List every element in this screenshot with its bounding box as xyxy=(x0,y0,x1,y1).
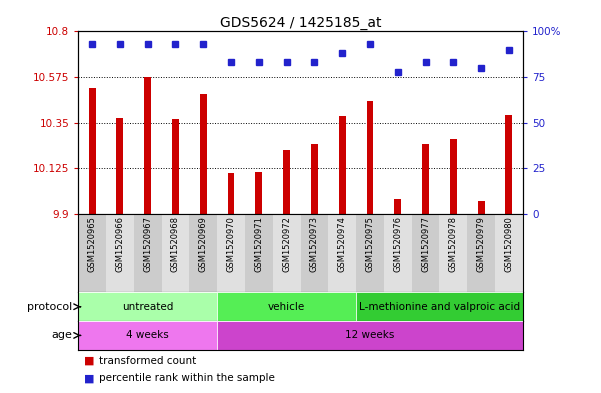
Bar xyxy=(162,214,189,292)
Text: GSM1520969: GSM1520969 xyxy=(199,216,208,272)
Bar xyxy=(273,214,300,292)
Text: ■: ■ xyxy=(84,373,94,383)
Text: GSM1520978: GSM1520978 xyxy=(449,216,458,272)
Text: GSM1520975: GSM1520975 xyxy=(365,216,374,272)
Text: GSM1520970: GSM1520970 xyxy=(227,216,236,272)
Bar xyxy=(217,321,523,350)
Text: vehicle: vehicle xyxy=(268,302,305,312)
Bar xyxy=(384,214,412,292)
Bar xyxy=(328,214,356,292)
Text: L-methionine and valproic acid: L-methionine and valproic acid xyxy=(359,302,520,312)
Bar xyxy=(106,214,134,292)
Title: GDS5624 / 1425185_at: GDS5624 / 1425185_at xyxy=(220,17,381,30)
Bar xyxy=(468,214,495,292)
Text: untreated: untreated xyxy=(122,302,173,312)
Bar xyxy=(88,88,96,214)
Text: GSM1520971: GSM1520971 xyxy=(254,216,263,272)
Text: GSM1520979: GSM1520979 xyxy=(477,216,486,272)
Bar xyxy=(117,118,123,214)
Bar xyxy=(189,214,217,292)
Bar xyxy=(283,150,290,214)
Text: GSM1520966: GSM1520966 xyxy=(115,216,124,272)
Bar xyxy=(439,214,468,292)
Bar xyxy=(255,172,262,214)
Bar xyxy=(144,77,151,214)
Bar xyxy=(505,114,513,214)
Bar xyxy=(356,214,384,292)
Text: 12 weeks: 12 weeks xyxy=(346,331,395,340)
Bar xyxy=(78,321,217,350)
Text: transformed count: transformed count xyxy=(99,356,197,365)
Bar xyxy=(450,139,457,214)
Bar xyxy=(134,214,162,292)
Bar xyxy=(78,292,217,321)
Text: GSM1520974: GSM1520974 xyxy=(338,216,347,272)
Bar xyxy=(78,214,106,292)
Text: GSM1520968: GSM1520968 xyxy=(171,216,180,272)
Text: GSM1520980: GSM1520980 xyxy=(504,216,513,272)
Text: GSM1520972: GSM1520972 xyxy=(282,216,291,272)
Bar xyxy=(300,214,328,292)
Bar xyxy=(245,214,273,292)
Bar xyxy=(217,292,356,321)
Bar xyxy=(228,173,234,214)
Bar xyxy=(495,214,523,292)
Bar xyxy=(356,292,523,321)
Bar xyxy=(200,94,207,214)
Text: GSM1520976: GSM1520976 xyxy=(393,216,402,272)
Bar xyxy=(172,119,179,214)
Text: age: age xyxy=(51,331,72,340)
Bar xyxy=(412,214,439,292)
Text: ■: ■ xyxy=(84,356,94,365)
Text: GSM1520973: GSM1520973 xyxy=(310,216,319,272)
Bar xyxy=(311,144,318,214)
Bar xyxy=(422,144,429,214)
Text: GSM1520967: GSM1520967 xyxy=(143,216,152,272)
Text: percentile rank within the sample: percentile rank within the sample xyxy=(99,373,275,383)
Bar xyxy=(367,101,373,214)
Text: GSM1520977: GSM1520977 xyxy=(421,216,430,272)
Bar xyxy=(478,200,484,214)
Bar xyxy=(339,116,346,214)
Text: protocol: protocol xyxy=(27,302,72,312)
Text: GSM1520965: GSM1520965 xyxy=(88,216,97,272)
Bar xyxy=(217,214,245,292)
Bar xyxy=(394,198,401,214)
Text: 4 weeks: 4 weeks xyxy=(126,331,169,340)
